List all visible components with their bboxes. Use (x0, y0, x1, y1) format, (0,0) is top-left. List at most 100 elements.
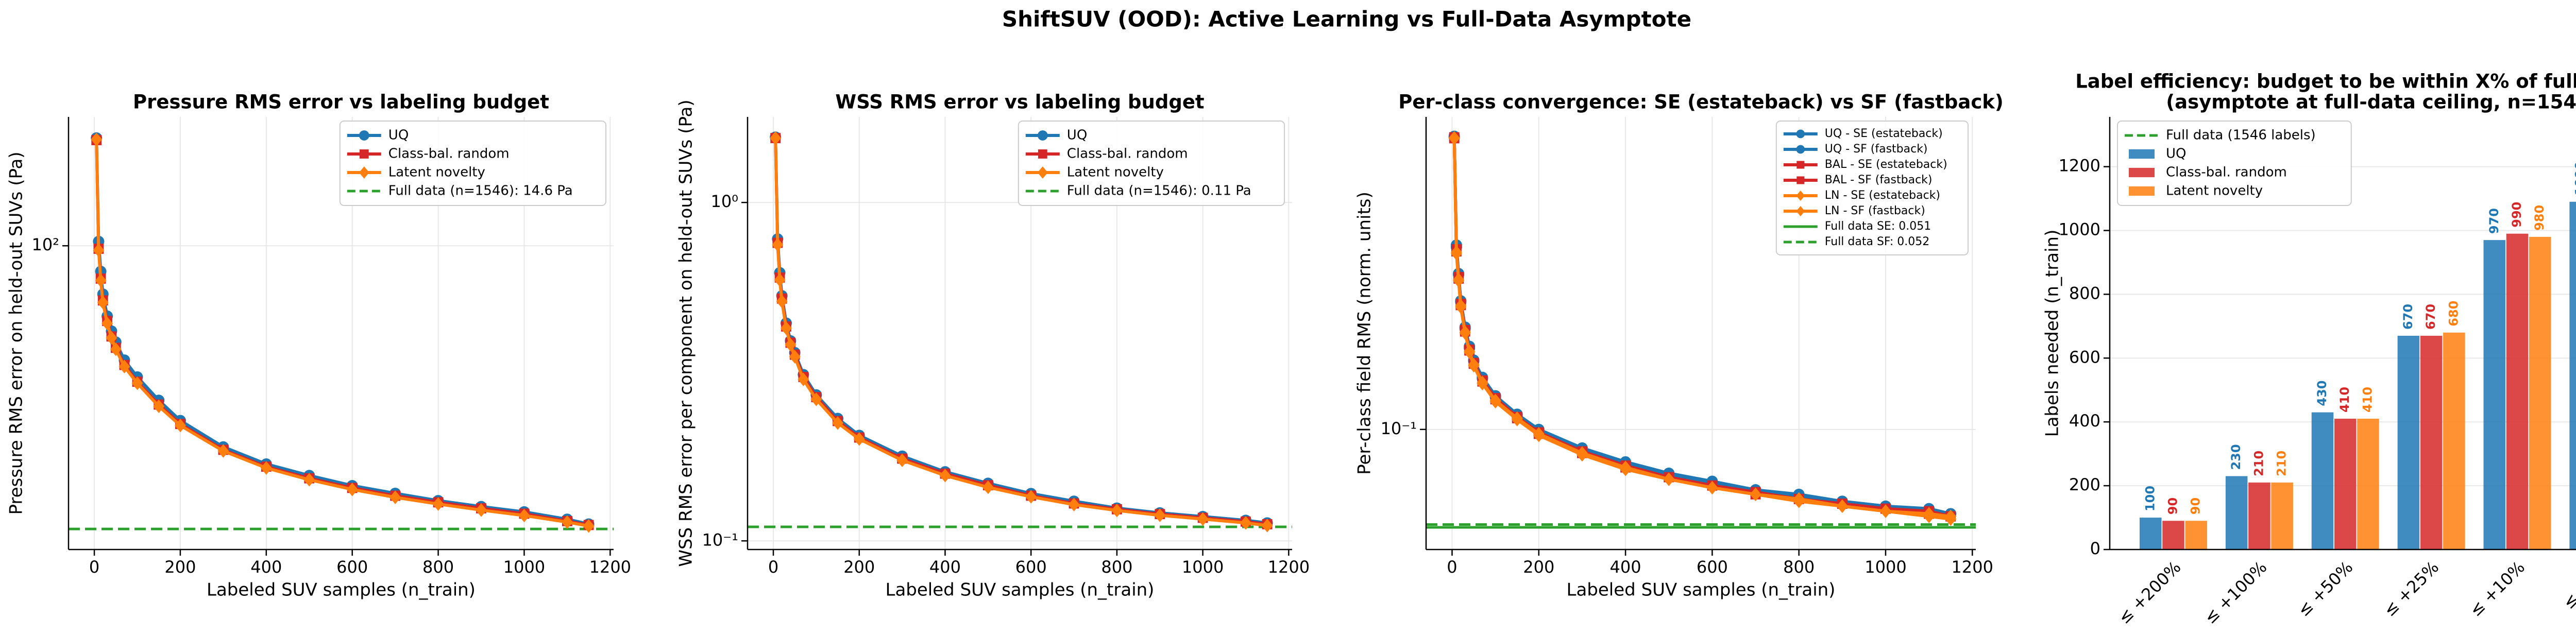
value-label: 670 (2424, 304, 2438, 330)
value-label: 100 (2143, 486, 2157, 511)
point (303, 473, 315, 487)
bar (2271, 482, 2293, 550)
point (1511, 411, 1523, 425)
point (1455, 299, 1467, 313)
panel-title: Pressure RMS error vs labeling budget (133, 91, 549, 113)
point (101, 316, 113, 331)
point (260, 461, 272, 475)
bar (2529, 236, 2551, 550)
legend-marker (1796, 190, 1805, 201)
point (1068, 497, 1080, 512)
x-tick-label: 600 (1697, 557, 1728, 577)
x-tick-label: 1000 (503, 557, 545, 577)
legend-marker (1796, 145, 1805, 154)
point (810, 392, 822, 406)
bar (2357, 419, 2379, 550)
y-tick-label: 10⁰ (710, 192, 738, 211)
x-tick-label: 600 (1015, 557, 1047, 577)
legend-marker (359, 149, 369, 159)
point (1706, 480, 1718, 495)
point (174, 418, 186, 433)
legend-label: Latent novelty (2166, 183, 2263, 199)
legend-label: Full data SF: 0.052 (1825, 235, 1929, 248)
y-tick-label: 0 (2090, 539, 2100, 558)
point (389, 490, 401, 504)
point (217, 444, 229, 458)
value-label: 670 (2401, 304, 2415, 330)
x-tick-label: 800 (1101, 557, 1132, 577)
point (772, 238, 784, 252)
point (95, 273, 107, 287)
point (1459, 325, 1471, 339)
legend-marker (1797, 176, 1805, 184)
legend-box (1018, 121, 1285, 206)
point (1468, 358, 1480, 372)
point (1533, 427, 1545, 441)
x-tick-label: 400 (1610, 557, 1641, 577)
point (1240, 516, 1251, 530)
value-label: 680 (2446, 301, 2461, 327)
x-tick-label: 0 (89, 557, 99, 577)
legend-label: Full data SE: 0.051 (1825, 220, 1931, 233)
y-tick-label: 200 (2069, 475, 2100, 494)
legend-marker (359, 166, 369, 179)
legend-label: Class-bal. random (388, 146, 510, 162)
point (118, 359, 130, 374)
y-tick-label: 10⁻¹ (1381, 419, 1417, 438)
point (518, 508, 530, 523)
point (1945, 509, 1957, 523)
point (1464, 345, 1476, 358)
x-tick-label: 1200 (1952, 557, 1993, 577)
bar (2506, 233, 2529, 550)
bar (2225, 476, 2248, 550)
legend-label: Class-bal. random (2166, 165, 2287, 180)
point (97, 296, 109, 310)
point (106, 331, 117, 345)
value-label: 980 (2532, 205, 2547, 231)
point (432, 497, 444, 511)
point (1261, 519, 1273, 533)
value-label: 1090 (2573, 161, 2576, 196)
legend-label: UQ - SF (fastback) (1825, 143, 1928, 156)
point (131, 376, 143, 390)
value-label: 90 (2165, 497, 2180, 514)
legend-label: LN - SF (fastback) (1825, 204, 1925, 217)
point (91, 132, 103, 146)
legend-label: UQ (2166, 146, 2187, 162)
x-tick-label: 0 (1447, 557, 1457, 577)
bar (2248, 482, 2270, 550)
point (583, 519, 595, 533)
y-axis-label: WSS RMS error per component on held-out … (676, 99, 697, 567)
legend-label: Latent novelty (1067, 165, 1164, 180)
y-tick-label: 1000 (2059, 220, 2100, 239)
legend-marker (1797, 161, 1805, 169)
panel-title: Per-class convergence: SE (estateback) v… (1398, 91, 2004, 113)
x-tick-label: 1000 (1865, 557, 1906, 577)
legend-swatch (2129, 167, 2155, 178)
legend-label: Full data (n=1546): 14.6 Pa (388, 183, 573, 199)
point (1879, 504, 1891, 518)
point (776, 295, 788, 308)
x-tick-label: 400 (929, 557, 961, 577)
legend-label: Class-bal. random (1067, 146, 1188, 162)
point (153, 399, 165, 414)
legend-label: Full data (1546 labels) (2166, 128, 2316, 143)
x-axis-label: Labeled SUV samples (n_train) (207, 580, 476, 600)
legend-marker (1037, 166, 1048, 179)
bar (2334, 419, 2357, 550)
y-axis-label: Per-class field RMS (norm. units) (1354, 192, 1375, 475)
point (781, 321, 792, 335)
x-tick-label: 800 (1783, 557, 1815, 577)
x-axis-label: Labeled SUV samples (n_train) (886, 580, 1155, 600)
x-tick-label: 600 (336, 557, 368, 577)
point (1477, 375, 1488, 390)
point (476, 503, 487, 517)
legend-marker (1796, 129, 1805, 139)
value-label: 430 (2315, 381, 2329, 406)
bar (2483, 240, 2506, 550)
point (1111, 503, 1123, 518)
panel-title: (asymptote at full-data ceiling, n=1546) (2166, 91, 2576, 113)
point (798, 372, 809, 386)
point (1197, 512, 1209, 526)
legend-marker (1037, 130, 1048, 141)
